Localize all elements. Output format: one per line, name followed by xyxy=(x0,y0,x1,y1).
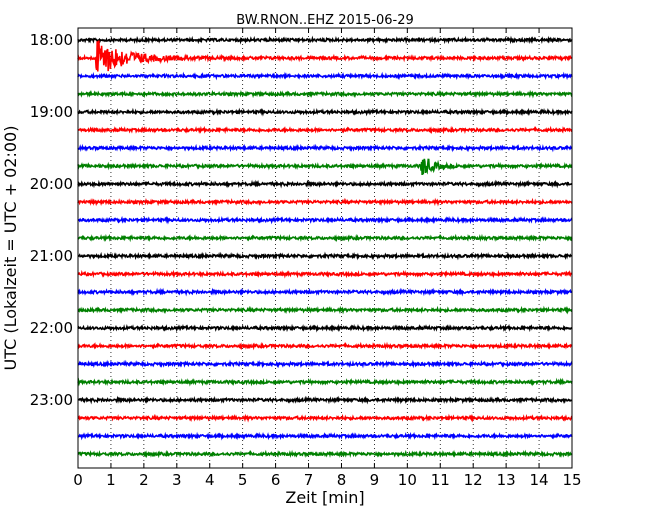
trace-line xyxy=(77,143,573,153)
trace-line xyxy=(77,251,573,261)
trace-line xyxy=(77,413,573,423)
chart-title: BW.RNON..EHZ 2015-06-29 xyxy=(236,13,414,28)
x-tick-label: 14 xyxy=(530,471,549,489)
traces xyxy=(77,35,573,459)
trace-line xyxy=(77,179,573,189)
x-tick-label: 2 xyxy=(139,471,149,489)
x-tick-label: 7 xyxy=(304,471,314,489)
trace-line xyxy=(77,323,573,333)
x-tick-label: 10 xyxy=(398,471,417,489)
x-tick-label: 8 xyxy=(337,471,347,489)
x-tick-label: 5 xyxy=(238,471,248,489)
trace-line xyxy=(77,233,573,243)
y-tick-label: 23:00 xyxy=(30,391,73,409)
y-tick-label: 19:00 xyxy=(30,103,73,121)
trace-line xyxy=(77,35,573,45)
plot-frame xyxy=(77,27,573,469)
trace-line xyxy=(77,359,573,369)
grid xyxy=(110,28,540,468)
y-tick-label: 22:00 xyxy=(30,319,73,337)
trace-line xyxy=(77,305,573,315)
y-ticks: 18:00 19:00 20:00 21:00 22:00 23:00 xyxy=(30,31,572,409)
trace-line xyxy=(77,395,573,405)
x-tick-label: 15 xyxy=(562,471,581,489)
trace-line xyxy=(77,197,573,207)
x-tick-label: 12 xyxy=(464,471,483,489)
x-tick-label: 6 xyxy=(271,471,281,489)
trace-line xyxy=(77,215,573,225)
y-tick-label: 18:00 xyxy=(30,31,73,49)
y-tick-label: 21:00 xyxy=(30,247,73,265)
trace-line xyxy=(77,125,573,135)
x-tick-label: 13 xyxy=(497,471,516,489)
x-ticks: 0 1 2 3 4 5 6 7 8 9 10 11 12 13 14 15 xyxy=(73,28,582,489)
x-tick-label: 3 xyxy=(172,471,182,489)
x-tick-label: 4 xyxy=(205,471,215,489)
trace-line xyxy=(77,89,573,99)
trace-line xyxy=(77,431,573,441)
y-axis-label: UTC (Lokalzeit = UTC + 02:00) xyxy=(1,126,20,371)
x-tick-label: 1 xyxy=(106,471,116,489)
trace-line xyxy=(77,40,573,72)
trace-line xyxy=(77,269,573,279)
trace-line xyxy=(77,377,573,387)
x-tick-label: 9 xyxy=(370,471,380,489)
trace-line xyxy=(77,449,573,459)
x-axis-label: Zeit [min] xyxy=(285,488,364,507)
x-tick-label: 11 xyxy=(431,471,450,489)
trace-line xyxy=(77,287,573,297)
trace-line xyxy=(77,107,573,117)
trace-line xyxy=(77,341,573,351)
x-tick-label: 0 xyxy=(73,471,83,489)
y-tick-label: 20:00 xyxy=(30,175,73,193)
trace-line xyxy=(77,71,573,81)
trace-line xyxy=(77,158,573,176)
